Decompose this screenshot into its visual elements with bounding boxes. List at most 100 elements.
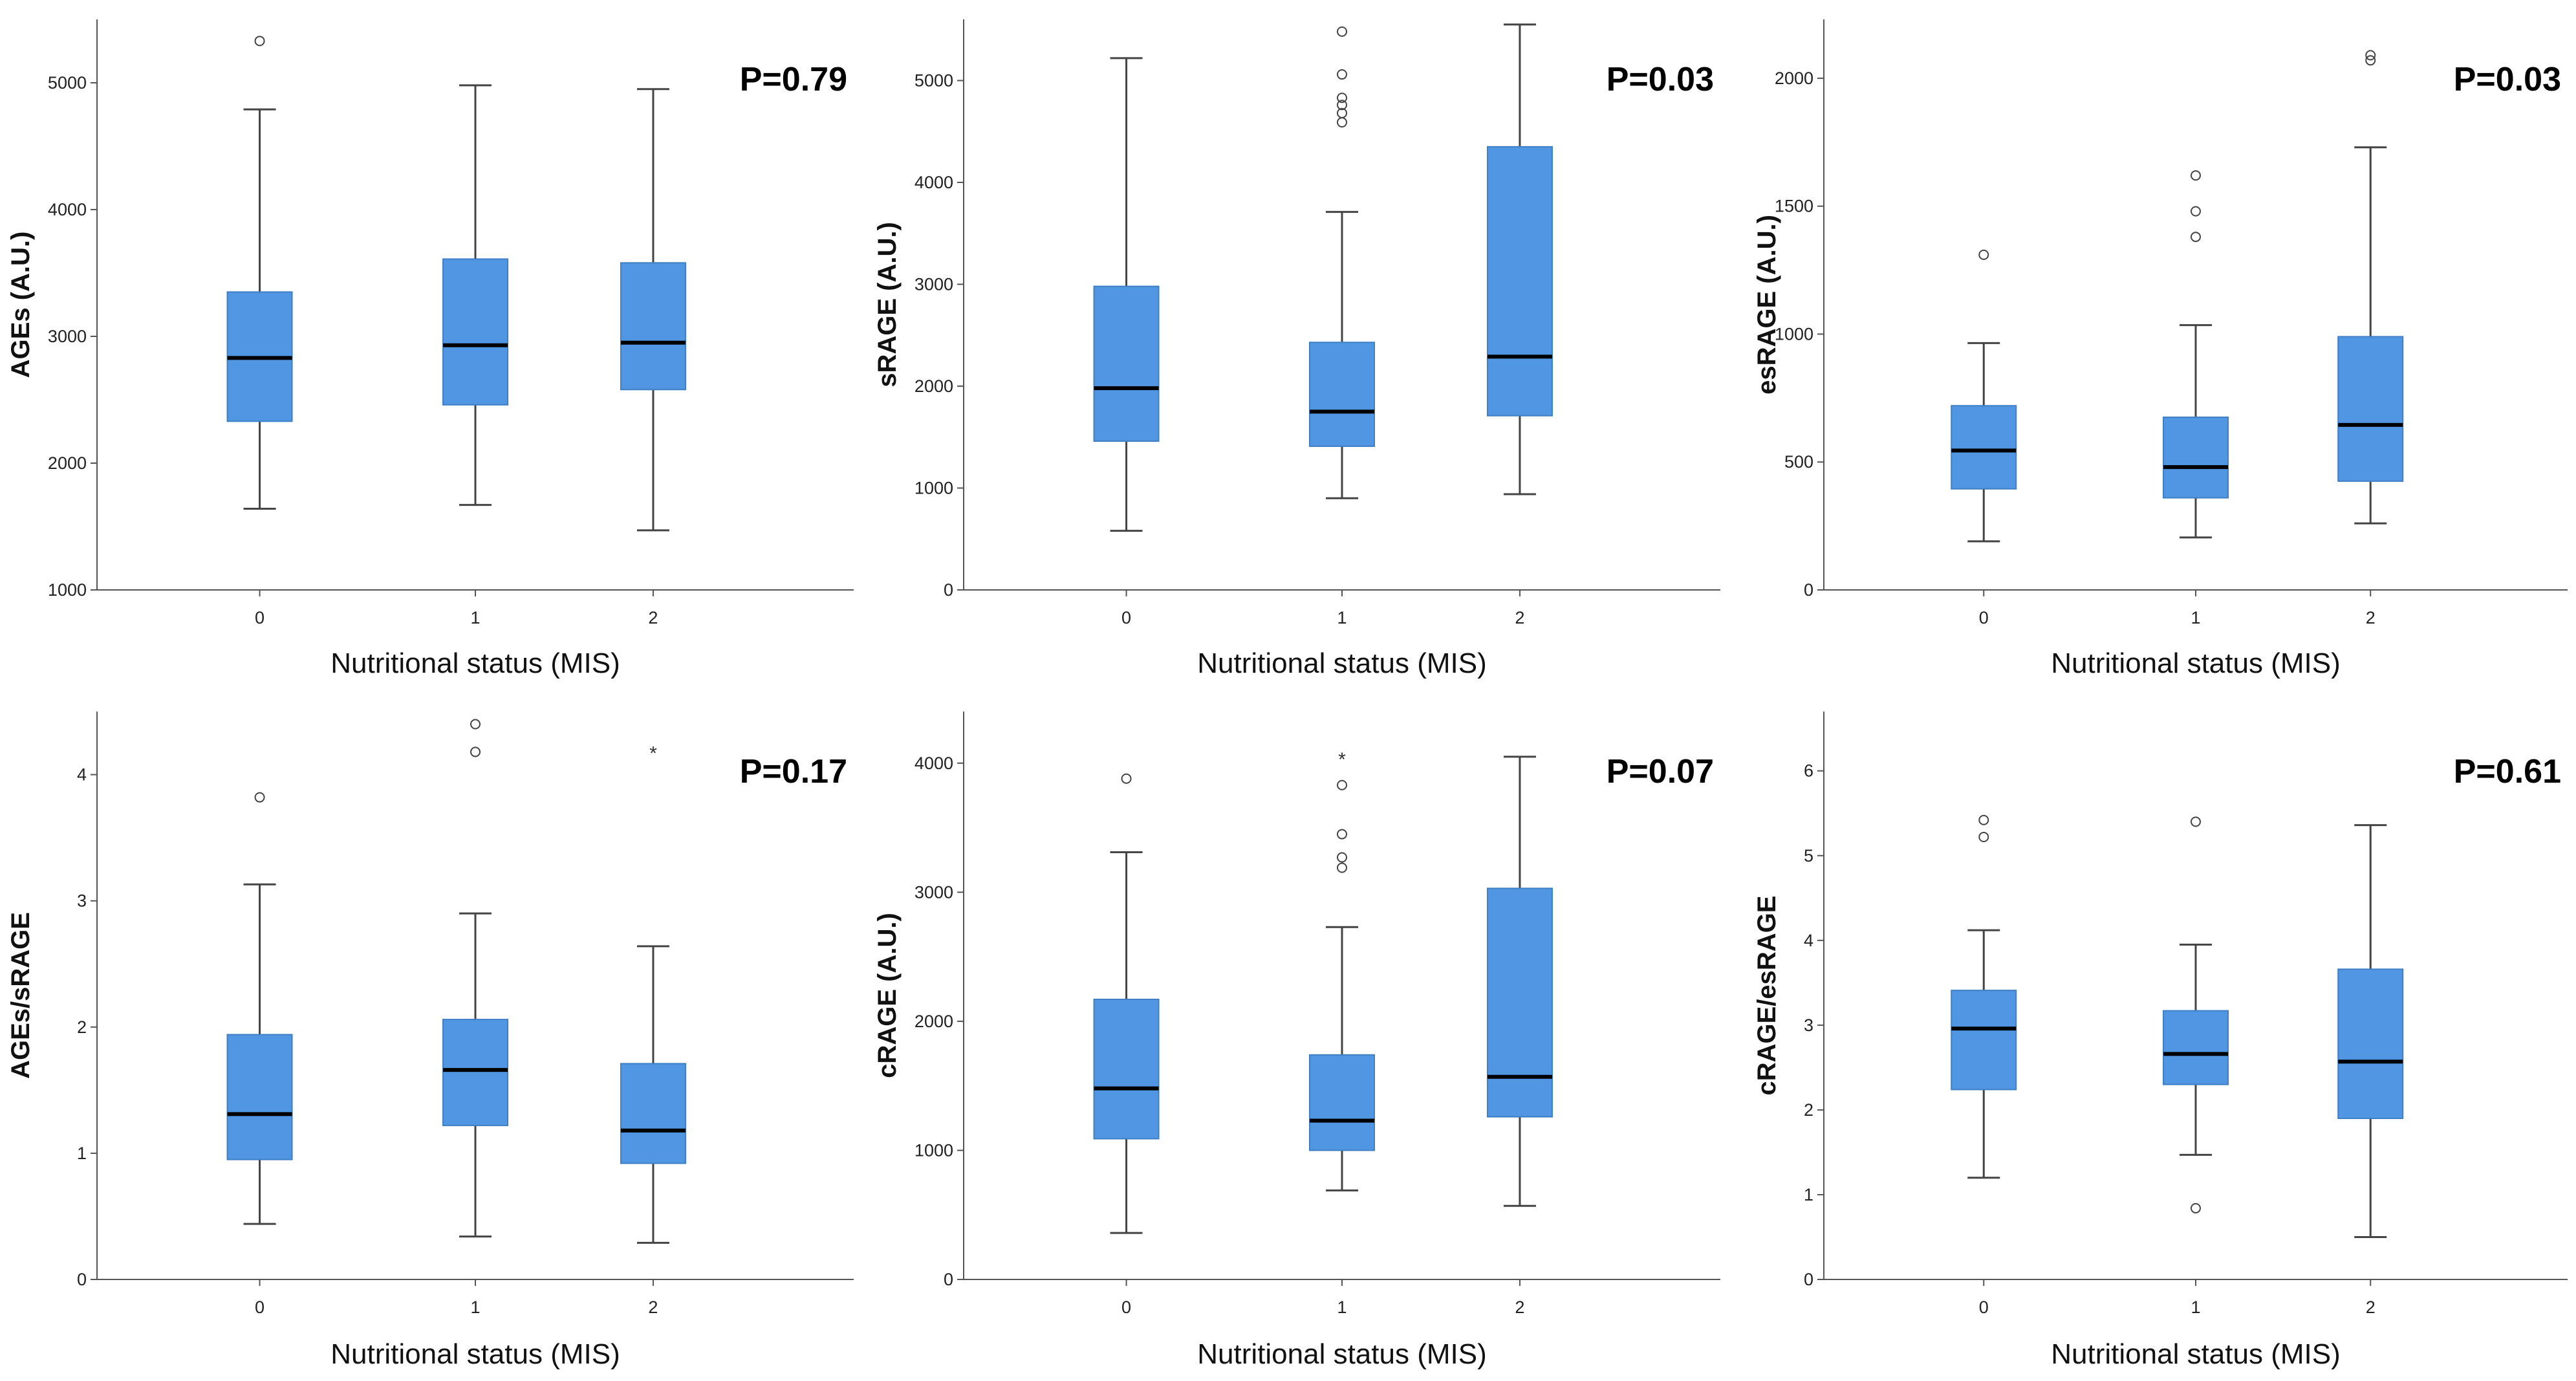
y-axis-title: AGEs (A.U.) xyxy=(6,232,35,378)
iqr-box xyxy=(1093,998,1160,1140)
outlier-point xyxy=(2191,170,2201,181)
outlier-point xyxy=(1121,773,1132,784)
y-axis-title: sRAGE (A.U.) xyxy=(873,222,902,387)
outlier-point xyxy=(470,746,481,757)
box-category-0 xyxy=(1093,773,1160,1234)
iqr-box xyxy=(442,258,508,406)
chart-panel-top-right: 0 500 1000 1500 2000 0 1 2 Nutritional status (M… xyxy=(1753,19,2568,679)
x-tick-label: 0 xyxy=(255,1298,265,1317)
box-category-0 xyxy=(226,36,293,510)
outlier-point xyxy=(1337,117,1347,128)
y-tick-label: 2000 xyxy=(915,1012,953,1031)
y-tick-label: 3000 xyxy=(48,327,87,346)
box-category-2 xyxy=(2337,50,2404,525)
y-tick-label: 1000 xyxy=(48,580,87,600)
y-tick-label: 5000 xyxy=(915,71,953,91)
y-tick-label: 3 xyxy=(1804,1016,1813,1035)
outlier-point xyxy=(1978,814,1989,825)
y-tick-label: 1000 xyxy=(915,1140,953,1160)
x-tick-label: 1 xyxy=(470,1298,480,1317)
x-axis-title: Nutritional status (MIS) xyxy=(2051,1338,2340,1370)
box-category-0 xyxy=(1951,249,2017,543)
iqr-box xyxy=(1309,1054,1375,1151)
y-tick-label: 0 xyxy=(944,580,953,600)
box-category-2 xyxy=(1486,756,1553,1207)
y-tick-label: 0 xyxy=(944,1270,953,1289)
outlier-point xyxy=(2191,1202,2201,1213)
outlier-point xyxy=(1337,862,1347,873)
y-tick-label: 0 xyxy=(1804,1270,1813,1289)
outlier-point xyxy=(254,36,265,47)
x-axis-title: Nutritional status (MIS) xyxy=(2051,647,2340,679)
box-category-2: * xyxy=(620,743,686,1244)
iqr-box xyxy=(620,1063,686,1164)
extreme-outlier-point: * xyxy=(1338,749,1346,770)
iqr-box xyxy=(1093,285,1160,442)
x-tick-label: 0 xyxy=(1979,608,1989,627)
x-tick-label: 1 xyxy=(2191,608,2200,627)
y-tick-label: 1000 xyxy=(1775,324,1813,343)
chart-panel-top-left: 1000 2000 3000 4000 5000 0 1 2 Nutritional statu… xyxy=(6,19,854,679)
outlier-point xyxy=(1337,852,1347,863)
x-tick-label: 1 xyxy=(2191,1298,2200,1317)
outlier-point xyxy=(1978,249,1989,260)
y-tick-label: 1 xyxy=(1804,1185,1813,1204)
y-tick-label: 4 xyxy=(1804,931,1813,950)
iqr-box xyxy=(442,1019,508,1126)
p-value-annotation: P=0.17 xyxy=(740,753,847,790)
y-tick-label: 3000 xyxy=(915,275,953,294)
outlier-point xyxy=(2365,55,2376,66)
p-value-annotation: P=0.07 xyxy=(1607,753,1714,790)
outlier-point xyxy=(1337,107,1347,118)
y-tick-label: 4000 xyxy=(48,200,87,219)
box-category-1 xyxy=(1309,26,1375,499)
x-tick-label: 0 xyxy=(255,608,265,627)
box-category-1 xyxy=(2163,816,2229,1213)
outlier-point xyxy=(2191,232,2201,243)
y-tick-label: 1 xyxy=(77,1144,87,1163)
y-axis-title: AGEs/sRAGE xyxy=(6,912,35,1079)
y-tick-label: 2 xyxy=(1804,1100,1813,1120)
box-category-1 xyxy=(442,84,508,506)
y-tick-label: 1000 xyxy=(915,479,953,498)
iqr-box xyxy=(2163,1010,2229,1085)
x-tick-label: 0 xyxy=(1121,608,1131,627)
x-tick-label: 2 xyxy=(2366,1298,2376,1317)
iqr-box xyxy=(226,1034,293,1160)
box-category-0 xyxy=(226,792,293,1225)
x-tick-label: 1 xyxy=(1337,1298,1347,1317)
y-tick-label: 3 xyxy=(77,891,87,911)
x-axis-title: Nutritional status (MIS) xyxy=(330,647,620,679)
x-tick-label: 1 xyxy=(470,608,480,627)
chart-panel-top-middle: 0 1000 2000 3000 4000 5000 0 1 2 Nutritional stat… xyxy=(873,19,1720,679)
y-tick-label: 4000 xyxy=(915,173,953,192)
extreme-outlier-point: * xyxy=(649,743,657,764)
box-category-1: * xyxy=(1309,749,1375,1191)
outlier-point xyxy=(470,719,481,730)
y-tick-label: 0 xyxy=(1804,580,1813,600)
y-tick-label: 0 xyxy=(77,1270,87,1289)
outlier-point xyxy=(1337,92,1347,103)
x-tick-label: 2 xyxy=(1515,608,1524,627)
p-value-annotation: P=0.03 xyxy=(2454,61,2561,98)
x-axis-title: Nutritional status (MIS) xyxy=(330,1338,620,1370)
outlier-point xyxy=(1337,779,1347,790)
y-tick-label: 6 xyxy=(1804,761,1813,781)
iqr-box xyxy=(1486,146,1553,417)
x-tick-label: 2 xyxy=(1515,1298,1524,1317)
x-tick-label: 0 xyxy=(1121,1298,1131,1317)
y-tick-label: 4 xyxy=(77,765,87,785)
p-value-annotation: P=0.61 xyxy=(2454,753,2561,790)
outlier-point xyxy=(1978,831,1989,842)
box-category-2 xyxy=(2337,824,2404,1238)
x-tick-label: 1 xyxy=(1337,608,1347,627)
chart-panel-bottom-left: 0 1 2 3 4 0 1 2 * Nutritional status (MIS) AGEs/sR… xyxy=(6,712,854,1370)
p-value-annotation: P=0.03 xyxy=(1607,61,1714,98)
x-axis-title: Nutritional status (MIS) xyxy=(1197,1338,1486,1370)
y-tick-label: 2 xyxy=(77,1017,87,1037)
box-category-1 xyxy=(2163,170,2229,539)
iqr-box xyxy=(1951,405,2017,490)
x-tick-label: 2 xyxy=(648,1298,658,1317)
x-tick-label: 2 xyxy=(648,608,658,627)
iqr-box xyxy=(620,262,686,391)
